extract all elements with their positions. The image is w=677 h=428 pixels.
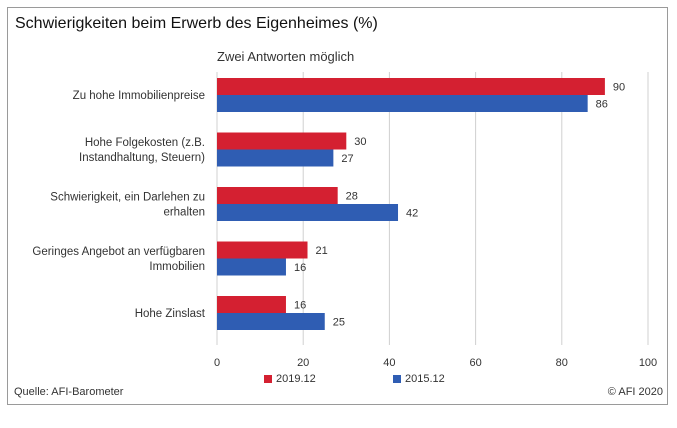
x-tick-label: 20 [297,357,309,369]
legend-item-2015: 2015.12 [393,373,445,385]
category-label: Immobilien [149,261,205,273]
bar-2015 [217,313,325,330]
legend-swatch-2015 [393,375,401,383]
data-label: 27 [341,153,353,165]
data-label: 16 [294,262,306,274]
category-label: Geringes Angebot an verfügbaren [32,246,205,258]
x-tick-label: 40 [383,357,395,369]
data-label: 25 [333,317,345,329]
category-label: Hohe Zinslast [135,308,206,320]
bar-2019 [217,78,605,95]
bar-2015 [217,95,588,112]
x-tick-label: 0 [214,357,220,369]
chart-title: Schwierigkeiten beim Erwerb des Eigenhei… [15,15,378,32]
data-label: 30 [354,136,366,148]
bar-2019 [217,296,286,313]
category-label: Instandhaltung, Steuern) [79,152,205,164]
bar-2015 [217,204,399,221]
copyright-note: © AFI 2020 [607,386,663,398]
bar-2015 [217,258,286,276]
legend-item-2019: 2019.12 [264,373,316,385]
legend-label-2019: 2019.12 [276,373,316,385]
x-tick-label: 100 [639,357,657,369]
category-label: erhalten [163,207,205,219]
data-label: 86 [596,99,608,111]
data-label: 90 [613,82,625,94]
chart-subtitle: Zwei Antworten möglich [217,49,355,64]
bar-2019 [217,187,338,204]
bar-2019 [217,132,347,150]
bar-2019 [217,241,308,259]
data-label: 21 [316,245,328,257]
chart-frame [7,7,668,405]
category-label: Hohe Folgekosten (z.B. [85,137,205,149]
data-label: 42 [406,208,418,220]
x-tick-label: 80 [556,357,568,369]
bar-2015 [217,149,334,167]
data-label: 28 [346,191,358,203]
category-label: Schwierigkeit, ein Darlehen zu [50,192,205,204]
source-note: Quelle: AFI-Barometer [14,386,124,398]
legend-label-2015: 2015.12 [405,373,445,385]
legend-swatch-2019 [264,375,272,383]
category-label: Zu hohe Immobilienpreise [73,90,205,102]
x-tick-label: 60 [469,357,481,369]
data-label: 16 [294,300,306,312]
